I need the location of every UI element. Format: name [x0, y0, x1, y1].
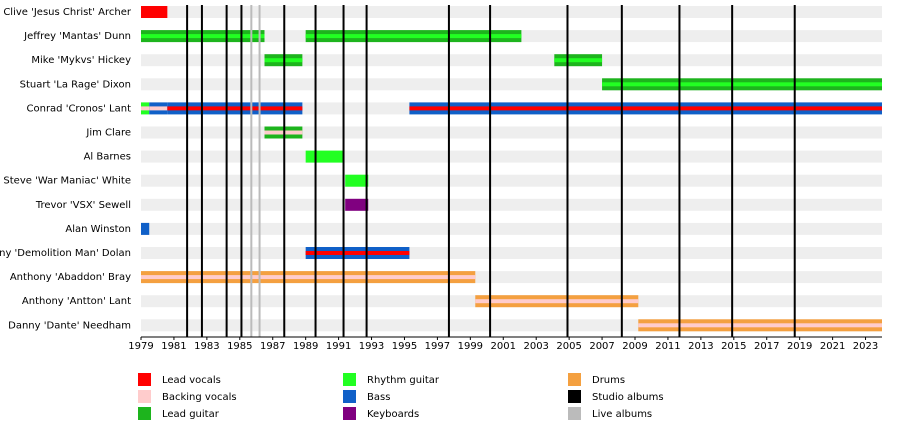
x-tick-label: 2005 — [556, 341, 581, 352]
x-tick-label: 2009 — [622, 341, 647, 352]
member-label: Jeffrey 'Mantas' Dunn — [23, 31, 131, 42]
x-tick-label: 1997 — [425, 341, 450, 352]
row-band — [141, 174, 882, 187]
x-tick-label: 1989 — [293, 341, 318, 352]
legend-label: Studio albums — [592, 392, 664, 403]
member-label: Trevor 'VSX' Sewell — [35, 200, 131, 211]
x-tick-label: 1985 — [227, 341, 252, 352]
row-band — [141, 6, 882, 18]
x-tick-label: 2011 — [655, 341, 680, 352]
member-bar — [305, 150, 344, 163]
member-bar-stripe — [602, 82, 882, 87]
member-label: Mike 'Mykvs' Hickey — [31, 55, 131, 66]
x-tick-label: 2017 — [754, 341, 779, 352]
member-bar-stripe — [167, 106, 303, 111]
legend-swatch — [343, 390, 356, 403]
member-label: Clive 'Jesus Christ' Archer — [3, 7, 132, 18]
x-tick-label: 2003 — [523, 341, 548, 352]
x-tick-label: 1995 — [392, 341, 417, 352]
member-bar-stripe — [141, 106, 150, 111]
member-bar-stripe — [141, 275, 476, 280]
legend-swatch — [343, 373, 356, 386]
x-tick-label: 2015 — [721, 341, 746, 352]
member-label: Alan Winston — [65, 224, 131, 235]
x-tick-label: 1999 — [458, 341, 483, 352]
legend-swatch — [138, 407, 151, 420]
member-label: Al Barnes — [84, 152, 131, 163]
legend-label: Live albums — [592, 409, 652, 420]
x-tick-label: 1979 — [128, 341, 153, 352]
member-bar-stripe — [638, 323, 882, 328]
member-bar — [345, 174, 369, 187]
member-bar-stripe — [475, 299, 639, 304]
member-bar — [141, 222, 150, 235]
member-bar — [141, 6, 168, 18]
legend-label: Lead vocals — [162, 375, 221, 386]
row-band — [141, 198, 882, 211]
member-bar-stripe — [149, 106, 168, 111]
legend-swatch — [343, 407, 356, 420]
row-band — [141, 222, 882, 235]
legend-swatch — [568, 407, 581, 420]
x-tick-label: 2001 — [491, 341, 516, 352]
x-tick-label: 2023 — [853, 341, 878, 352]
member-label: Danny 'Dante' Needham — [8, 320, 131, 331]
x-tick-label: 2013 — [688, 341, 713, 352]
legend-swatch — [138, 373, 151, 386]
legend-label: Keyboards — [367, 409, 419, 420]
x-tick-label: 1991 — [326, 341, 351, 352]
x-tick-label: 2007 — [589, 341, 614, 352]
x-tick-label: 2021 — [820, 341, 845, 352]
member-label: Anthony 'Abaddon' Bray — [10, 272, 131, 283]
member-label: Steve 'War Maniac' White — [3, 176, 131, 187]
row-band — [141, 54, 882, 67]
x-tick-label: 2019 — [787, 341, 812, 352]
member-bar-stripe — [409, 106, 882, 111]
member-label: Anthony 'Antton' Lant — [22, 296, 131, 307]
legend-swatch — [568, 373, 581, 386]
member-label: Jim Clare — [85, 128, 131, 139]
x-tick-label: 1993 — [359, 341, 384, 352]
member-bar-stripe — [305, 34, 522, 39]
x-tick-label: 1981 — [161, 341, 186, 352]
member-bar-stripe — [554, 58, 603, 63]
legend-label: Bass — [367, 392, 390, 403]
member-label: Conrad 'Cronos' Lant — [27, 103, 132, 114]
member-label: Stuart 'La Rage' Dixon — [20, 79, 131, 90]
x-tick-label: 1983 — [194, 341, 219, 352]
legend-label: Drums — [592, 375, 625, 386]
legend-swatch — [138, 390, 151, 403]
legend-label: Lead guitar — [162, 409, 220, 420]
member-label: Tony 'Demolition Man' Dolan — [0, 248, 131, 259]
legend-label: Backing vocals — [162, 392, 237, 403]
x-tick-label: 1987 — [260, 341, 285, 352]
row-band — [141, 126, 882, 139]
legend-label: Rhythm guitar — [367, 375, 440, 386]
member-bar-stripe — [305, 251, 410, 255]
member-bar — [345, 198, 369, 211]
legend-swatch — [568, 390, 581, 403]
